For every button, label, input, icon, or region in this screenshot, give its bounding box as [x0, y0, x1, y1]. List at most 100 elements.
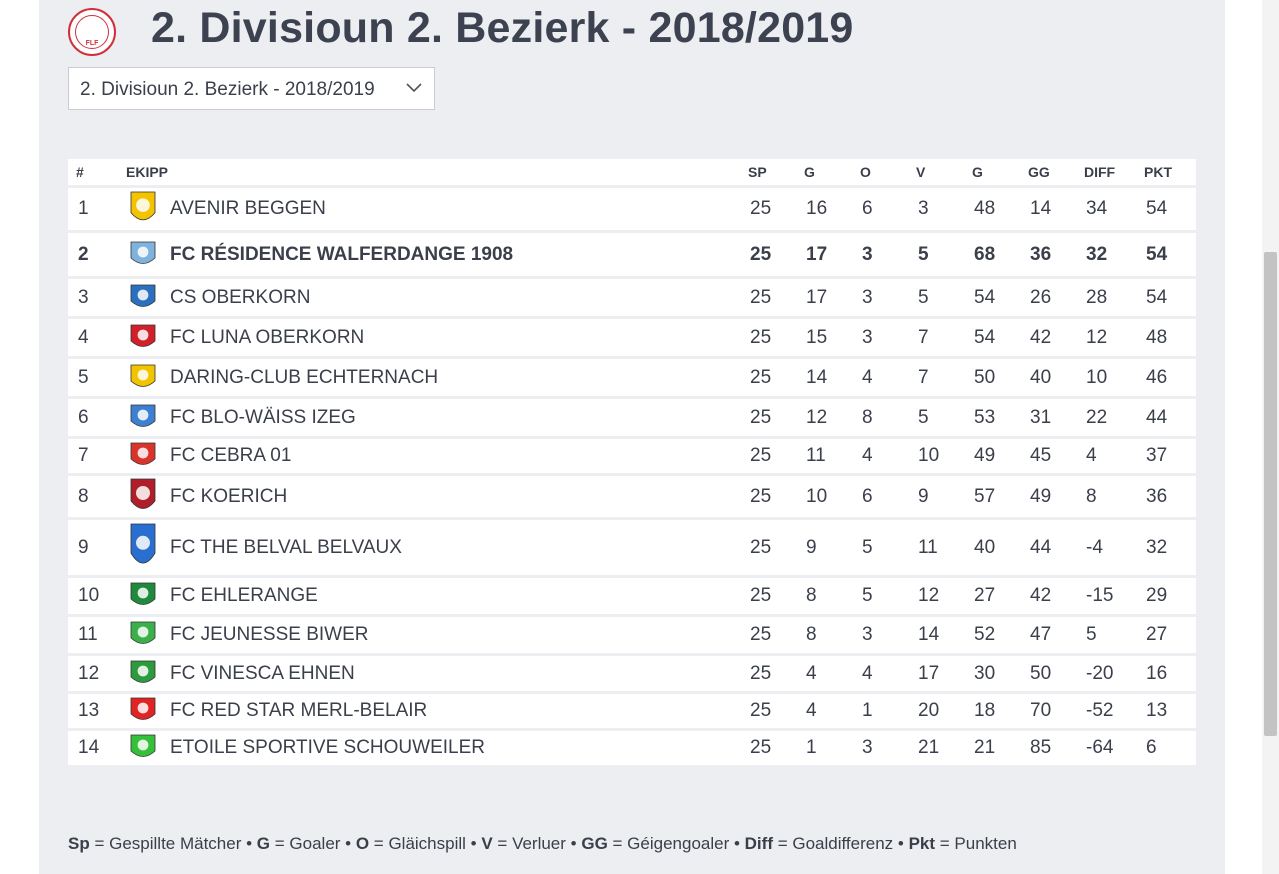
cell-team: FC EHLERANGE: [118, 578, 740, 617]
column-header-ga: GG: [1020, 159, 1076, 188]
legend-text: Goaler: [289, 834, 341, 853]
table-row[interactable]: 14 ETOILE SPORTIVE SCHOUWEILER 25 1 3 21 21 85-…: [68, 731, 1196, 768]
team-name-link[interactable]: FC VINESCA EHNEN: [170, 662, 355, 684]
cell-ga: 70: [1020, 694, 1076, 731]
scrollbar[interactable]: [1262, 0, 1279, 874]
team-name-link[interactable]: ETOILE SPORTIVE SCHOUWEILER: [170, 737, 485, 758]
standings-table: # EKIPP SP G O V G GG DIFF PKT 1 AVENIR BEGGEN 25 16…: [68, 159, 1196, 768]
team-name-link[interactable]: FC THE BELVAL BELVAUX: [170, 536, 402, 558]
cell-v: 12: [908, 578, 964, 617]
cell-gf: 50: [964, 359, 1020, 399]
cell-sp: 25: [740, 578, 796, 617]
table-row[interactable]: 13 FC RED STAR MERL-BELAIR 25 4 1 20 18 70 -52 13: [68, 694, 1196, 731]
cell-ga: 42: [1020, 319, 1076, 359]
cell-pkt: 37: [1136, 439, 1196, 476]
cell-team: CS OBERKORN: [118, 279, 740, 319]
cell-v: 5: [908, 233, 964, 279]
table-row[interactable]: 12 FC VINESCA EHNEN 25 4 4 17 30 50 -20 16: [68, 656, 1196, 694]
cell-sp: 25: [740, 319, 796, 359]
cell-diff: 22: [1076, 399, 1136, 439]
table-row[interactable]: 4 FC LUNA OBERKORN 25 15 3 7 54 42 12 48: [68, 319, 1196, 359]
cell-o: 1: [852, 694, 908, 731]
column-header-v: V: [908, 159, 964, 188]
cell-diff: -4: [1076, 520, 1136, 578]
cell-o: 5: [852, 520, 908, 578]
cell-position: 7: [68, 439, 118, 476]
team-name-link[interactable]: CS OBERKORN: [170, 286, 311, 308]
season-select[interactable]: 2. Divisioun 2. Bezierk - 2018/2019: [68, 67, 435, 110]
chevron-down-icon: [406, 83, 422, 93]
table-row[interactable]: 6 FC BLO-WÄISS IZEG 25 12 8 5 53 31 22 44: [68, 399, 1196, 439]
cell-pkt: 6: [1136, 731, 1196, 768]
cell-pkt: 48: [1136, 319, 1196, 359]
cell-diff: -20: [1076, 656, 1136, 694]
cell-team: DARING-CLUB ECHTERNACH: [118, 359, 740, 399]
team-name-link[interactable]: AVENIR BEGGEN: [170, 198, 326, 219]
table-row[interactable]: 1 AVENIR BEGGEN 25 16 6 3 48 14 34 54: [68, 188, 1196, 233]
logo-text: FLF: [85, 40, 99, 47]
team-name-link[interactable]: FC RED STAR MERL-BELAIR: [170, 700, 428, 721]
flf-logo: FLF: [68, 8, 116, 56]
cell-o: 6: [852, 188, 908, 233]
team-name-link[interactable]: FC RÉSIDENCE WALFERDANGE 1908: [170, 243, 514, 265]
cell-o: 4: [852, 359, 908, 399]
table-row[interactable]: 3 CS OBERKORN 25 17 3 5 54 26 28 54: [68, 279, 1196, 319]
cell-ga: 42: [1020, 578, 1076, 617]
izeg-crest-icon: [128, 403, 158, 433]
legend: Sp = Gespillte Mätcher • G = Goaler • O …: [68, 834, 1017, 853]
cell-o: 3: [852, 319, 908, 359]
cell-team: FC VINESCA EHNEN: [118, 656, 740, 694]
cell-position: 11: [68, 617, 118, 656]
table-row[interactable]: 8 FC KOERICH 25 10 6 9 57 49 8 36: [68, 476, 1196, 520]
team-name-link[interactable]: FC JEUNESSE BIWER: [170, 624, 369, 645]
cell-sp: 25: [740, 279, 796, 319]
legend-abbr: Sp: [68, 834, 90, 853]
scrollbar-thumb[interactable]: [1264, 252, 1277, 736]
legend-abbr: V: [481, 834, 493, 853]
team-name-link[interactable]: FC EHLERANGE: [170, 585, 318, 606]
cell-g: 15: [796, 319, 852, 359]
cell-position: 5: [68, 359, 118, 399]
cell-ga: 49: [1020, 476, 1076, 520]
table-row[interactable]: 2 FC RÉSIDENCE WALFERDANGE 1908 25 17 3 5 68 36…: [68, 233, 1196, 279]
cell-sp: 25: [740, 399, 796, 439]
cell-ga: 44: [1020, 520, 1076, 578]
cell-g: 17: [796, 279, 852, 319]
cell-team: FC BLO-WÄISS IZEG: [118, 399, 740, 439]
table-row[interactable]: 10 FC EHLERANGE 25 8 5 12 27 42 -15 29: [68, 578, 1196, 617]
legend-separator: •: [729, 834, 745, 853]
table-row[interactable]: 9 FC THE BELVAL BELVAUX 25 9 5 11 40 44 -4 32: [68, 520, 1196, 578]
team-name-link[interactable]: FC LUNA OBERKORN: [170, 326, 365, 348]
legend-abbr: Pkt: [908, 834, 936, 853]
cell-g: 9: [796, 520, 852, 578]
team-name-link[interactable]: DARING-CLUB ECHTERNACH: [170, 366, 439, 388]
cell-team: FC LUNA OBERKORN: [118, 319, 740, 359]
cell-ga: 26: [1020, 279, 1076, 319]
team-name-link[interactable]: FC KOERICH: [170, 485, 288, 507]
team-name-link[interactable]: FC CEBRA 01: [170, 445, 292, 466]
table-row[interactable]: 7 FC CEBRA 01 25 11 4 10 49 45 4 37: [68, 439, 1196, 476]
cell-sp: 25: [740, 439, 796, 476]
cell-pkt: 16: [1136, 656, 1196, 694]
cell-gf: 40: [964, 520, 1020, 578]
team-name-link[interactable]: FC BLO-WÄISS IZEG: [170, 406, 356, 428]
cell-gf: 53: [964, 399, 1020, 439]
cell-g: 14: [796, 359, 852, 399]
echternach-crest-icon: [128, 363, 158, 393]
table-row[interactable]: 11 FC JEUNESSE BIWER 25 8 3 14 52 47 5 27: [68, 617, 1196, 656]
cell-o: 8: [852, 399, 908, 439]
cell-diff: 32: [1076, 233, 1136, 279]
cell-team: FC RED STAR MERL-BELAIR: [118, 694, 740, 731]
cell-sp: 25: [740, 656, 796, 694]
schouweiler-crest-icon: [128, 733, 158, 763]
cell-pkt: 29: [1136, 578, 1196, 617]
ehlerange-crest-icon: [128, 581, 158, 611]
column-header-g: G: [796, 159, 852, 188]
legend-text: Gespillte Mätcher: [109, 834, 242, 853]
table-row[interactable]: 5 DARING-CLUB ECHTERNACH 25 14 4 7 50 40 10 46: [68, 359, 1196, 399]
cell-diff: -52: [1076, 694, 1136, 731]
cell-o: 4: [852, 439, 908, 476]
cell-diff: -15: [1076, 578, 1136, 617]
legend-abbr: GG: [581, 834, 608, 853]
legend-abbr: G: [256, 834, 271, 853]
